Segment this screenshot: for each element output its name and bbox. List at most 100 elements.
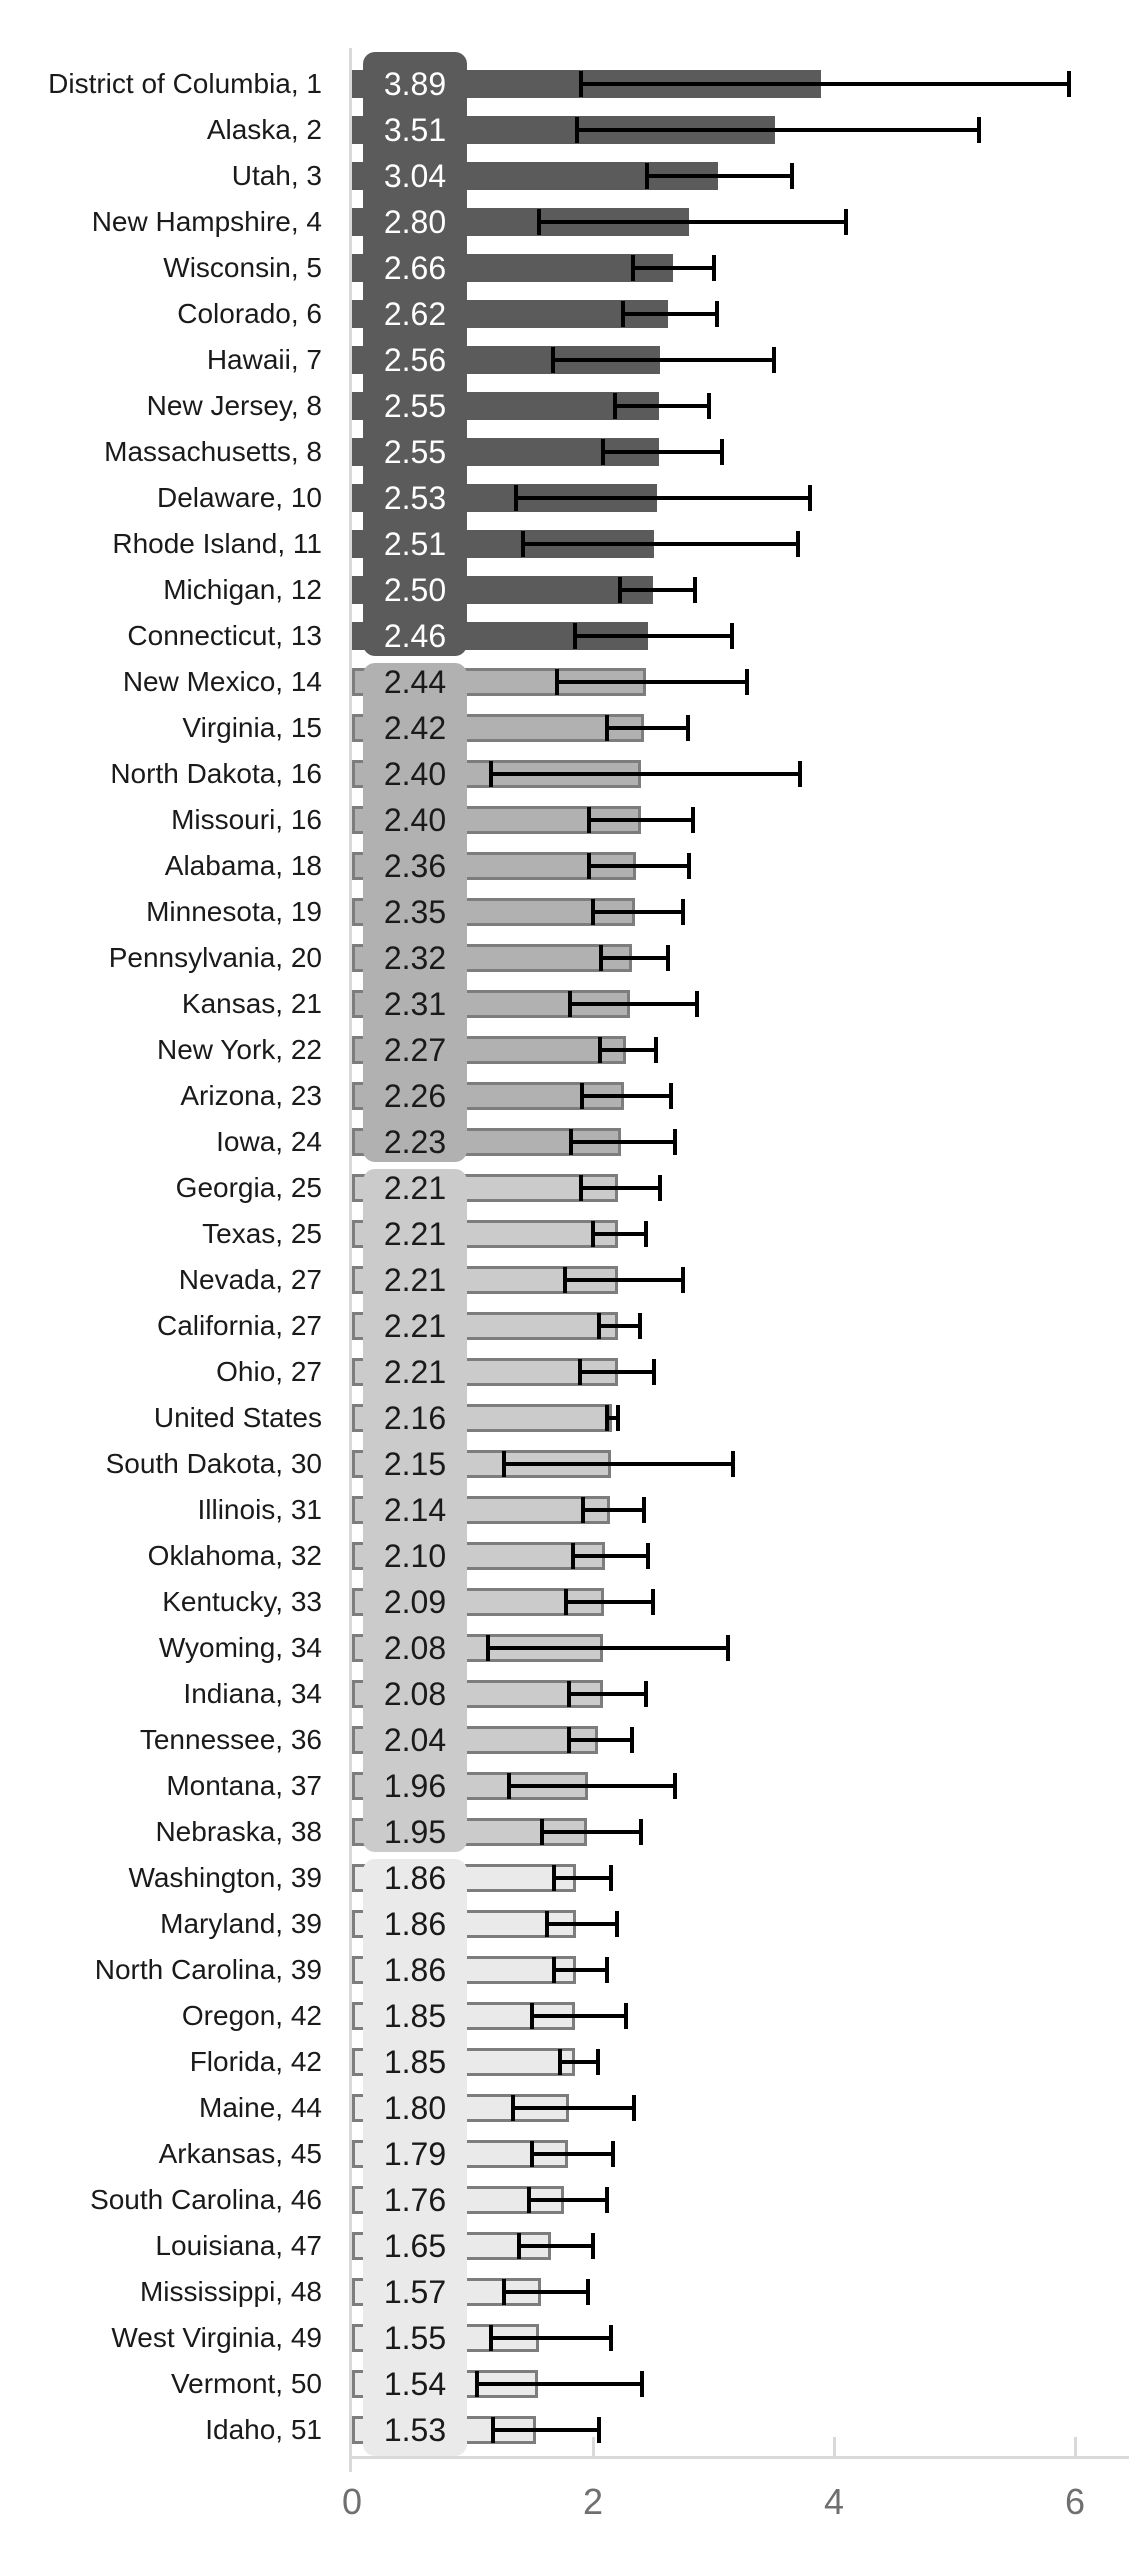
error-bar-cap-high (706, 393, 711, 419)
value-label: 2.27 (383, 1032, 447, 1068)
value-label: 2.21 (383, 1354, 447, 1390)
error-bar-cap-high (686, 715, 691, 741)
row-label: Oregon, 42 (181, 2000, 322, 2031)
error-bar-cap-low (581, 1497, 586, 1523)
row-label: Tennessee, 36 (139, 1724, 322, 1755)
error-bar-cap-high (586, 2279, 591, 2305)
row-label: South Dakota, 30 (105, 1448, 322, 1479)
error-bar-line (513, 2106, 634, 2110)
error-bar-cap-high (616, 1405, 621, 1431)
error-bar-cap-low (521, 531, 526, 557)
value-label: 2.08 (383, 1676, 447, 1712)
error-bar-line (568, 1692, 646, 1696)
row-label: Missouri, 16 (171, 804, 322, 835)
value-label: 1.86 (383, 1860, 447, 1896)
row-label: District of Columbia, 1 (48, 68, 322, 99)
error-bar-cap-low (578, 1175, 583, 1201)
error-bar-cap-high (976, 117, 981, 143)
error-bar-cap-high (745, 669, 750, 695)
value-label: 2.46 (383, 618, 447, 654)
error-bar-line (503, 1462, 733, 1466)
row-label: Utah, 3 (231, 160, 322, 191)
error-bar-cap-low (536, 209, 541, 235)
error-bar-cap-low (545, 1911, 550, 1937)
error-bar-line (619, 588, 696, 592)
value-label: 1.85 (383, 2044, 447, 2080)
value-label: 1.55 (383, 2320, 447, 2356)
error-bar-cap-low (568, 991, 573, 1017)
x-axis-tick-label: 0 (341, 2481, 363, 2522)
error-bar-cap-low (587, 807, 592, 833)
error-bar-line (571, 1140, 675, 1144)
error-bar-line (523, 542, 798, 546)
error-bar-cap-high (658, 1175, 663, 1201)
error-bar-cap-high (611, 2141, 616, 2167)
error-bar-cap-low (587, 853, 592, 879)
row-label: Alaska, 2 (206, 114, 322, 145)
row-label: Maryland, 39 (160, 1908, 322, 1939)
value-label: 2.08 (383, 1630, 447, 1666)
value-label: 2.51 (383, 526, 447, 562)
error-bar-cap-high (729, 623, 734, 649)
error-bar-cap-high (644, 1681, 649, 1707)
error-bar-line (531, 2152, 614, 2156)
error-bar-cap-low (475, 2371, 480, 2397)
value-label: 2.42 (383, 710, 447, 746)
value-label: 2.44 (383, 664, 447, 700)
error-bar-line (577, 128, 979, 132)
error-bar-cap-high (789, 163, 794, 189)
error-bar-cap-high (605, 2187, 610, 2213)
error-bar-cap-high (693, 577, 698, 603)
error-bar-line (579, 1370, 655, 1374)
error-bar-cap-low (575, 117, 580, 143)
error-bar-line (515, 496, 810, 500)
value-label: 2.40 (383, 802, 447, 838)
row-label: North Dakota, 16 (110, 758, 322, 789)
error-bar-cap-low (612, 393, 617, 419)
error-bar-line (602, 450, 722, 454)
value-label: 1.54 (383, 2366, 447, 2402)
row-label: Oklahoma, 32 (147, 1540, 322, 1571)
error-bar-cap-high (715, 301, 720, 327)
value-label: 3.51 (383, 112, 447, 148)
value-label: 1.95 (383, 1814, 447, 1850)
error-bar-cap-low (529, 2003, 534, 2029)
x-axis-line (349, 2456, 1129, 2459)
value-label: 2.55 (383, 434, 447, 470)
error-bar-line (607, 1416, 619, 1420)
row-label: United States (153, 1402, 322, 1433)
row-label: Michigan, 12 (163, 574, 322, 605)
error-bar-cap-low (563, 1267, 568, 1293)
row-label: California, 27 (157, 1310, 322, 1341)
error-bar-cap-low (569, 1129, 574, 1155)
error-bar-cap-low (490, 2417, 495, 2443)
value-label: 2.23 (383, 1124, 447, 1160)
error-bar-cap-low (552, 1865, 557, 1891)
error-bar-cap-high (665, 945, 670, 971)
row-label: Iowa, 24 (216, 1126, 322, 1157)
x-axis-tick-label: 6 (1064, 2481, 1086, 2522)
row-label: Delaware, 10 (157, 482, 322, 513)
error-bar-line (599, 1324, 640, 1328)
error-bar-cap-high (609, 1865, 614, 1891)
error-bar-line (477, 2382, 643, 2386)
error-bar-cap-low (488, 761, 493, 787)
error-bar-cap-low (577, 1359, 582, 1385)
error-bar-cap-low (591, 1221, 595, 1247)
row-label: South Carolina, 46 (90, 2184, 322, 2215)
error-bar-cap-high (591, 2233, 595, 2259)
row-label: Louisiana, 47 (155, 2230, 322, 2261)
row-label: Pennsylvania, 20 (108, 942, 322, 973)
value-label: 1.65 (383, 2228, 447, 2264)
value-label: 1.57 (383, 2274, 447, 2310)
y-axis-line (349, 48, 352, 2472)
error-bar-line (490, 772, 801, 776)
error-bar-line (553, 358, 774, 362)
row-label: Nebraska, 38 (155, 1816, 322, 1847)
error-bar-line (580, 82, 1069, 86)
value-label: 3.04 (383, 158, 447, 194)
error-bar-cap-low (600, 439, 605, 465)
error-bar-cap-low (630, 255, 635, 281)
error-bar-line (593, 1232, 647, 1236)
